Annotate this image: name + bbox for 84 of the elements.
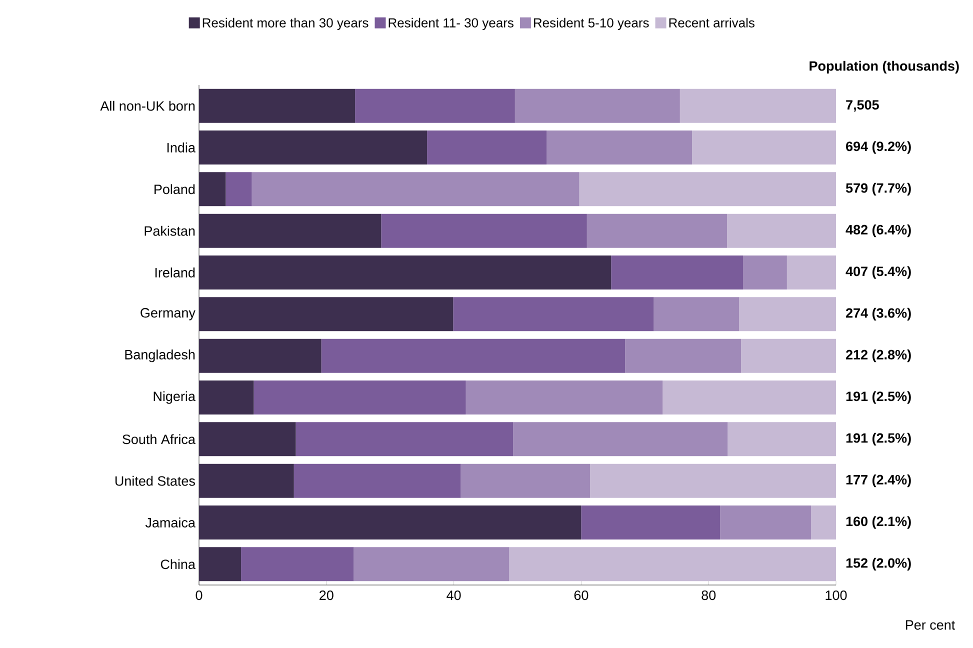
x-tick-label: 60 [574,590,588,600]
bar [294,464,461,498]
text: 694 (9.2%) [846,141,911,154]
y-tick-label: Jamaica [145,518,196,528]
text: 482 (6.4%) [846,224,911,238]
bar [720,506,812,540]
bar [226,172,252,206]
bar [625,338,742,373]
bar [354,547,510,582]
text: Population (thousands) [810,60,959,74]
text: 7,505 [846,100,879,112]
bar [586,214,728,248]
y-tick-label: South Africa [122,434,196,444]
text: 152 (2.0%) [846,558,911,570]
bar [199,422,296,456]
bar [254,380,466,415]
text: 191 (2.5%) [846,391,911,404]
bar [453,297,654,332]
y-tick-label: Germany [140,308,196,320]
bar [296,422,514,456]
bar [579,172,836,206]
y-tick-label: Ireland [155,268,195,278]
y-tick-label: China [160,559,196,570]
text: 160 (2.1%) [846,516,911,529]
bar [514,88,680,123]
bar [581,506,720,540]
y-tick-label: India [167,142,196,152]
bar [662,380,836,415]
bar [381,214,587,248]
bar [199,297,454,332]
bar [199,214,382,248]
y-tick-label: United States [115,476,195,486]
bar [611,256,744,290]
bar [743,256,787,290]
text: 407 (5.4%) [846,266,911,279]
x-tick-label: 0 [196,590,202,600]
bar [199,88,356,123]
bar [513,422,728,456]
bar [739,297,836,332]
text: 191 (2.5%) [846,432,911,446]
legend-label: Resident more than 30 years [202,18,368,30]
bar [590,464,836,498]
bar [728,422,836,456]
legend-label: Resident 11- 30 years [388,18,514,30]
bar [509,547,836,582]
bar [199,380,254,415]
bar [199,464,294,498]
bar [427,130,547,164]
bar [680,88,836,123]
y-tick-label: All non-UK born [100,100,195,111]
bar [241,547,354,582]
y-tick-label: Nigeria [154,391,196,404]
bar [466,380,663,415]
bar [811,506,836,540]
bar [199,256,612,290]
y-tick-label: Poland [154,184,195,194]
text: 177 (2.4%) [846,474,911,488]
bar [727,214,836,248]
x-tick-label: 100 [826,590,847,600]
x-tick-label: 20 [320,590,334,600]
legend-label: Recent arrivals [669,18,754,28]
y-tick-label: Bangladesh [125,350,195,362]
bar [786,256,836,290]
x-tick-label: 80 [702,590,716,600]
bar [654,297,740,332]
bar [199,338,322,373]
bar [199,547,242,582]
bar [355,88,515,123]
bar [460,464,590,498]
text: 212 (2.8%) [846,350,911,362]
text: 579 (7.7%) [846,182,911,196]
bar [321,338,626,373]
bar [741,338,836,373]
bar [199,172,226,206]
y-tick-label: Pakistan [144,226,195,236]
bar [199,130,428,164]
bar [546,130,692,164]
legend-label: Resident 5-10 years [534,18,649,30]
text: 274 (3.6%) [846,308,911,320]
bar [252,172,580,206]
bar [199,506,582,540]
bar [692,130,836,164]
x-axis-title: Per cent [906,620,956,630]
x-tick-label: 40 [446,590,461,600]
